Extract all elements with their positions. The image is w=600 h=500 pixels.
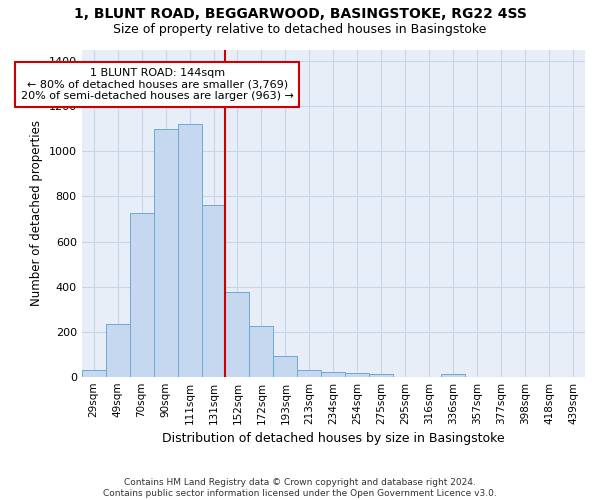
- Bar: [369, 374, 393, 376]
- Bar: [106, 324, 130, 376]
- Bar: [298, 370, 322, 376]
- Text: 1, BLUNT ROAD, BEGGARWOOD, BASINGSTOKE, RG22 4SS: 1, BLUNT ROAD, BEGGARWOOD, BASINGSTOKE, …: [74, 8, 526, 22]
- Bar: [346, 372, 369, 376]
- Text: Size of property relative to detached houses in Basingstoke: Size of property relative to detached ho…: [113, 22, 487, 36]
- Bar: [130, 214, 154, 376]
- Bar: [322, 372, 346, 376]
- Bar: [178, 124, 202, 376]
- Bar: [250, 326, 274, 376]
- Bar: [226, 292, 250, 376]
- Bar: [441, 374, 465, 376]
- X-axis label: Distribution of detached houses by size in Basingstoke: Distribution of detached houses by size …: [162, 432, 505, 445]
- Text: Contains HM Land Registry data © Crown copyright and database right 2024.
Contai: Contains HM Land Registry data © Crown c…: [103, 478, 497, 498]
- Bar: [154, 129, 178, 376]
- Bar: [82, 370, 106, 376]
- Bar: [274, 356, 298, 376]
- Y-axis label: Number of detached properties: Number of detached properties: [30, 120, 43, 306]
- Bar: [202, 206, 226, 376]
- Text: 1 BLUNT ROAD: 144sqm
← 80% of detached houses are smaller (3,769)
20% of semi-de: 1 BLUNT ROAD: 144sqm ← 80% of detached h…: [21, 68, 293, 101]
